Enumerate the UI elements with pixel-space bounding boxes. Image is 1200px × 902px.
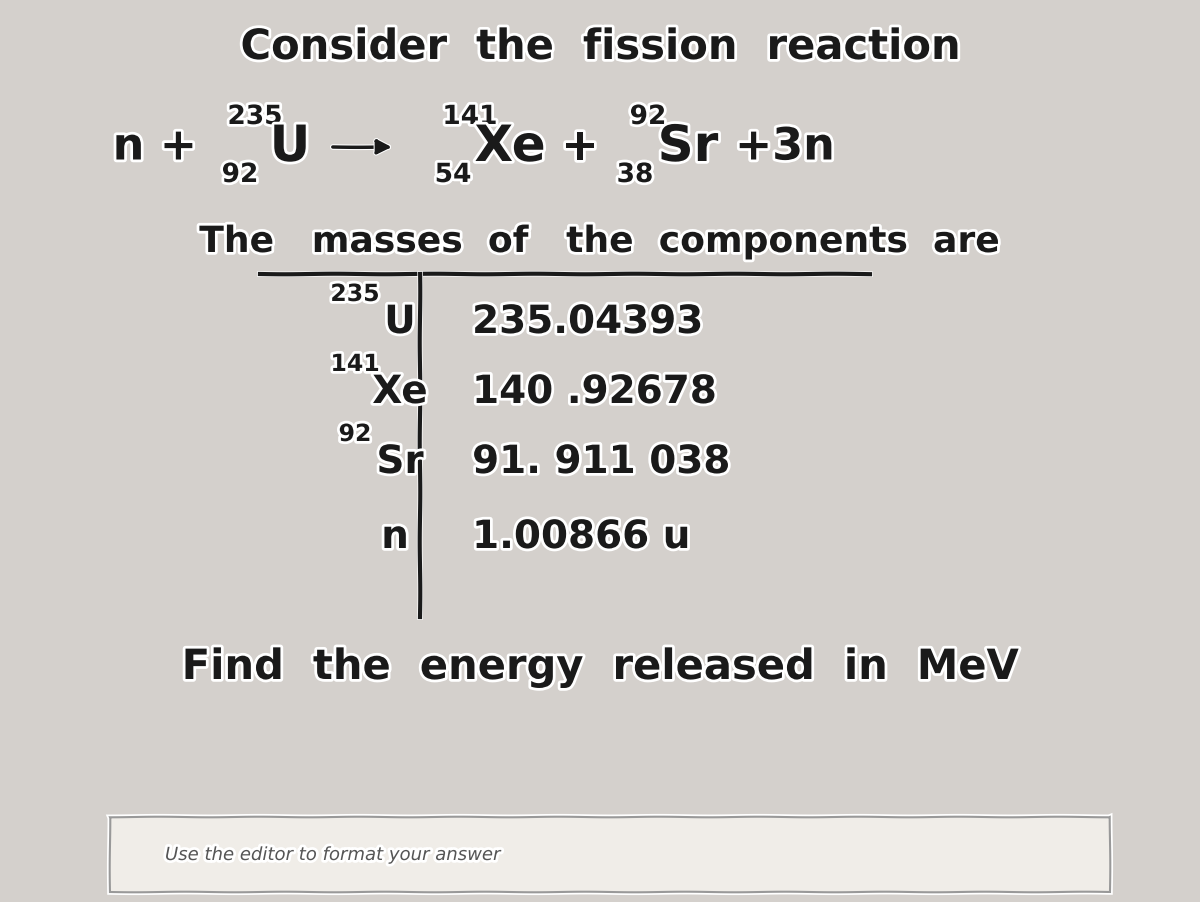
Text: n +: n + [113,125,197,169]
Text: 235: 235 [330,282,379,306]
Text: Consider  the  fission  reaction: Consider the fission reaction [240,26,960,68]
Text: Xe: Xe [372,373,427,411]
FancyBboxPatch shape [110,817,1110,892]
Text: 235: 235 [228,104,282,130]
Text: n: n [382,518,409,556]
Text: Use the editor to format your answer: Use the editor to format your answer [166,846,499,864]
Text: 235.04393: 235.04393 [445,303,703,341]
Text: 92: 92 [222,162,258,188]
Text: The   masses  of   the  components  are: The masses of the components are [199,225,1001,259]
Text: U: U [270,123,311,171]
Text: 92: 92 [630,104,666,130]
Text: Find  the  energy  released  in  MeV: Find the energy released in MeV [181,646,1019,688]
Text: Xe: Xe [474,123,546,171]
Text: 91. 911 038: 91. 911 038 [445,443,731,481]
Text: Sr: Sr [658,123,719,171]
Text: 38: 38 [617,162,653,188]
Text: +3n: +3n [734,125,835,169]
Text: +: + [562,125,599,169]
Text: 141: 141 [443,104,498,130]
Text: 140 .92678: 140 .92678 [445,373,716,411]
Text: Sr: Sr [377,443,424,481]
Text: 141: 141 [330,352,379,376]
Text: U: U [384,303,416,341]
Text: 92: 92 [338,422,372,446]
Text: 54: 54 [434,162,472,188]
Text: 1.00866 u: 1.00866 u [445,518,690,556]
